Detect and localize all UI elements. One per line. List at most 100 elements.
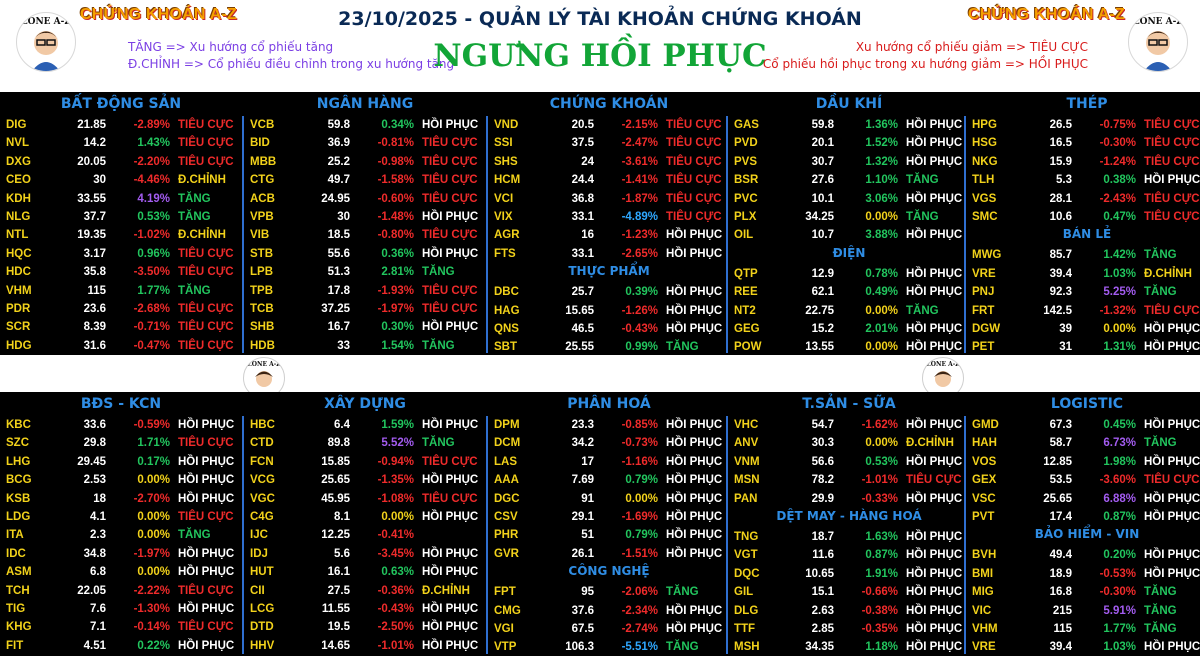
stock-row: MSN 78.2 -1.01% TIÊU CỰC [728,471,970,489]
ticker: BVH [972,549,997,562]
trend-status: HỒI PHỤC [666,323,723,335]
change-pct: 0.00% [865,211,898,223]
price: 30.3 [811,437,834,450]
sector-column: CHỨNG KHOÁN VND 20.5 -2.15% TIÊU CỰC SSI 37.5 -… [488,92,730,355]
ticker: CMG [494,604,521,617]
stock-row: NTL 19.35 -1.02% Đ.CHỈNH [0,226,242,244]
ticker: KBC [6,419,31,431]
ticker: IJC [250,529,268,542]
change-pct: 1.77% [137,284,170,297]
ticker: HDG [6,339,32,352]
stock-row: TCB 37.25 -1.97% TIÊU CỰC [244,300,486,318]
ticker: ITA [6,529,24,542]
trend-status: HỒI PHỤC [666,229,723,242]
ticker: IDC [6,547,26,560]
stock-row: GIL 15.1 -0.66% HỒI PHỤC [728,583,970,601]
change-pct: -2.47% [621,137,658,150]
change-pct: -1.26% [621,304,658,317]
stock-row: IJC 12.25 -0.41% [244,526,486,544]
change-pct: 6.88% [1103,492,1136,505]
change-pct: 5.25% [1103,286,1136,299]
stock-row: POW 13.55 0.00% HỒI PHỤC [728,338,970,356]
stock-row: HHV 14.65 -1.01% HỒI PHỤC [244,637,486,655]
stock-row: HDB 33 1.54% TĂNG [244,337,486,355]
trend-status: TIÊU CỰC [666,155,722,168]
price: 25.55 [565,341,594,354]
trend-status: TĂNG [906,174,939,187]
trend-status: HỒI PHỤC [906,341,963,354]
ticker: TCB [250,303,274,315]
trend-status: HỒI PHỤC [178,603,235,615]
stock-row: VRE 39.4 1.03% Đ.CHỈNH [966,265,1200,283]
stock-row: NT2 22.75 0.00% TĂNG [728,302,970,320]
stock-row: REE 62.1 0.49% HỒI PHỤC [728,283,970,301]
ticker: VGI [494,623,514,635]
change-pct: 0.34% [381,119,414,131]
ticker: VHM [972,623,998,635]
ticker: VNM [734,455,760,468]
price: 2.53 [83,474,106,487]
price: 12.85 [1043,455,1072,468]
price: 23.6 [83,303,106,315]
ticker: DLG [734,604,759,617]
stock-row: DLG 2.63 -0.38% HỒI PHỤC [728,602,970,620]
trend-status: HỒI PHỤC [666,623,723,635]
trend-status: HỒI PHỤC [906,229,963,242]
change-pct: -1.69% [621,511,658,523]
price: 5.3 [1056,174,1072,187]
change-pct: -4.46% [133,174,170,187]
change-pct: 1.43% [137,137,170,150]
price: 33.55 [77,192,106,205]
change-pct: 0.00% [865,437,898,450]
stock-row: ASM 6.8 0.00% HỒI PHỤC [0,563,242,581]
change-pct: 1.59% [381,419,414,431]
sector-title: LOGISTIC [1050,396,1124,412]
price: 8.39 [83,321,106,334]
stock-row: BCG 2.53 0.00% HỒI PHỤC [0,471,242,489]
stock-row: VIC 215 5.91% TĂNG [966,602,1200,620]
ticker: POW [734,341,762,354]
change-pct: -1.48% [377,211,414,223]
stock-row: PVT 17.4 0.87% HỒI PHỤC [966,508,1200,526]
sector-title: DẦU KHÍ [815,96,883,112]
stock-row: VGS 28.1 -2.43% TIÊU CỰC [966,190,1200,208]
price: 29.8 [83,437,106,450]
price: 27.6 [811,174,834,187]
price: 78.2 [811,474,834,487]
trend-status: TIÊU CỰC [666,211,722,223]
stock-row: AGR 16 -1.23% HỒI PHỤC [488,226,730,244]
price: 17.4 [1049,511,1072,523]
trend-status: Đ.CHỈNH [178,229,226,242]
ticker: GEX [972,474,997,487]
stock-row: KBC 33.6 -0.59% HỒI PHỤC [0,416,242,434]
ticker: DBC [494,286,519,299]
ticker: SCR [6,321,31,334]
trend-status: HỒI PHỤC [422,511,479,523]
ticker: LDG [6,511,31,523]
price: 10.1 [811,192,834,205]
change-pct: 0.22% [137,639,170,652]
change-pct: 0.45% [1103,419,1136,431]
stock-row: FIT 4.51 0.22% HỒI PHỤC [0,637,242,655]
change-pct: -1.30% [133,603,170,615]
ticker: QNS [494,323,519,335]
change-pct: 0.49% [865,286,898,299]
change-pct: 0.78% [865,267,898,280]
change-pct: 1.31% [1103,341,1136,354]
trend-status: TIÊU CỰC [178,247,234,260]
price: 14.65 [321,639,350,652]
change-pct: -0.98% [377,155,414,168]
logo-text: ZONE A-Z [21,17,71,27]
ticker: LAS [494,455,517,468]
trend-status: HỒI PHỤC [178,492,235,505]
stock-row: FTS 33.1 -2.65% HỒI PHỤC [488,245,730,263]
trend-status: TĂNG [666,641,699,654]
ticker: PAN [734,492,758,505]
logo-text: ZONE A-Z [926,361,960,368]
stock-row: NLG 37.7 0.53% TĂNG [0,208,242,226]
price: 7.1 [90,621,106,634]
stock-row: PVC 10.1 3.06% HỒI PHỤC [728,190,970,208]
ticker: OIL [734,229,754,242]
trend-status: TĂNG [178,211,211,223]
stock-row: GMD 67.3 0.45% HỒI PHỤC [966,416,1200,434]
